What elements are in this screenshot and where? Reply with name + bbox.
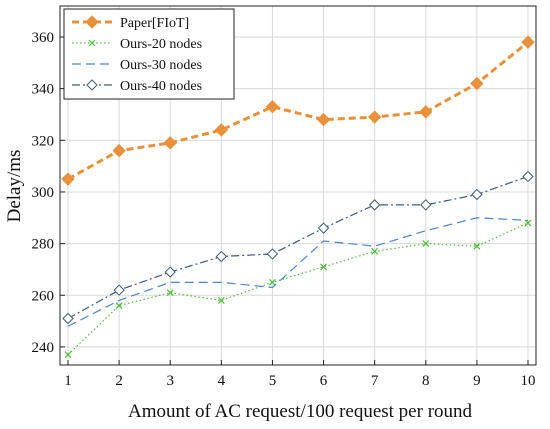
data-point: [164, 266, 176, 278]
y-tick-label: 300: [32, 185, 55, 201]
y-tick-label: 240: [32, 340, 55, 356]
legend-marker: [86, 79, 98, 91]
data-point: [62, 312, 74, 325]
legend-label: Ours-30 nodes: [120, 58, 202, 73]
data-point: [113, 284, 125, 296]
legend-marker: [88, 39, 96, 47]
data-point: [269, 278, 276, 286]
data-point: [521, 35, 535, 49]
x-axis-title: Amount of AC request/100 request per rou…: [128, 401, 473, 422]
data-point: [214, 123, 229, 137]
legend-label: Ours-20 nodes: [120, 37, 202, 52]
data-point: [115, 302, 123, 310]
x-tick-label: 9: [473, 373, 481, 389]
series-line: [67, 222, 529, 356]
data-point: [368, 199, 381, 211]
data-point: [320, 263, 327, 271]
x-tick-label: 2: [115, 373, 123, 389]
legend-label: Paper[FIoT]: [120, 16, 189, 31]
data-point: [473, 242, 481, 250]
data-point: [422, 240, 430, 248]
data-point: [163, 136, 177, 150]
data-point: [316, 112, 331, 127]
series-3: [67, 217, 529, 327]
y-tick-label: 280: [32, 237, 55, 253]
data-point: [265, 100, 280, 114]
data-point: [371, 247, 379, 255]
x-tick-label: 6: [320, 373, 328, 389]
y-axis-title: Delay/ms: [4, 150, 25, 223]
y-tick-label: 260: [32, 288, 55, 304]
data-point: [166, 289, 174, 297]
x-tick-label: 10: [521, 373, 536, 389]
data-point: [112, 143, 126, 158]
x-tick-label: 4: [218, 373, 226, 389]
data-point: [217, 297, 225, 304]
series-line: [67, 40, 529, 181]
x-tick-label: 8: [422, 373, 430, 389]
series-1: [61, 35, 535, 186]
series-line: [67, 217, 529, 327]
series-line: [67, 175, 529, 320]
x-tick-label: 7: [371, 373, 379, 389]
series-layer: [61, 35, 535, 359]
data-point: [522, 170, 534, 183]
data-point: [215, 250, 228, 263]
data-point: [471, 188, 483, 201]
x-tick-label: 5: [269, 373, 277, 389]
data-point: [317, 222, 330, 234]
data-point: [61, 172, 75, 186]
data-point: [524, 219, 532, 227]
series-2: [64, 219, 532, 359]
x-tick-label: 1: [64, 373, 72, 389]
legend-marker: [85, 15, 99, 29]
axis-ticks: 240 260 280 300 320 340 360 1 2 3 4 5 6 7 8 9 10: [32, 30, 536, 389]
series-4: [62, 170, 534, 325]
data-point: [420, 199, 432, 211]
y-tick-label: 340: [32, 82, 55, 98]
plot-frame: [59, 5, 537, 366]
data-point: [419, 105, 433, 119]
x-tick-label: 3: [166, 373, 174, 389]
data-point: [367, 110, 382, 124]
y-tick-label: 360: [32, 30, 55, 46]
data-point: [470, 76, 484, 91]
legend-label: Ours-40 nodes: [120, 79, 202, 94]
y-tick-label: 320: [32, 133, 55, 149]
data-point: [64, 351, 72, 359]
data-point: [266, 248, 279, 260]
legend: Paper[FIoT] Ours-20 nodes Ours-30 nodes Our…: [63, 8, 235, 100]
